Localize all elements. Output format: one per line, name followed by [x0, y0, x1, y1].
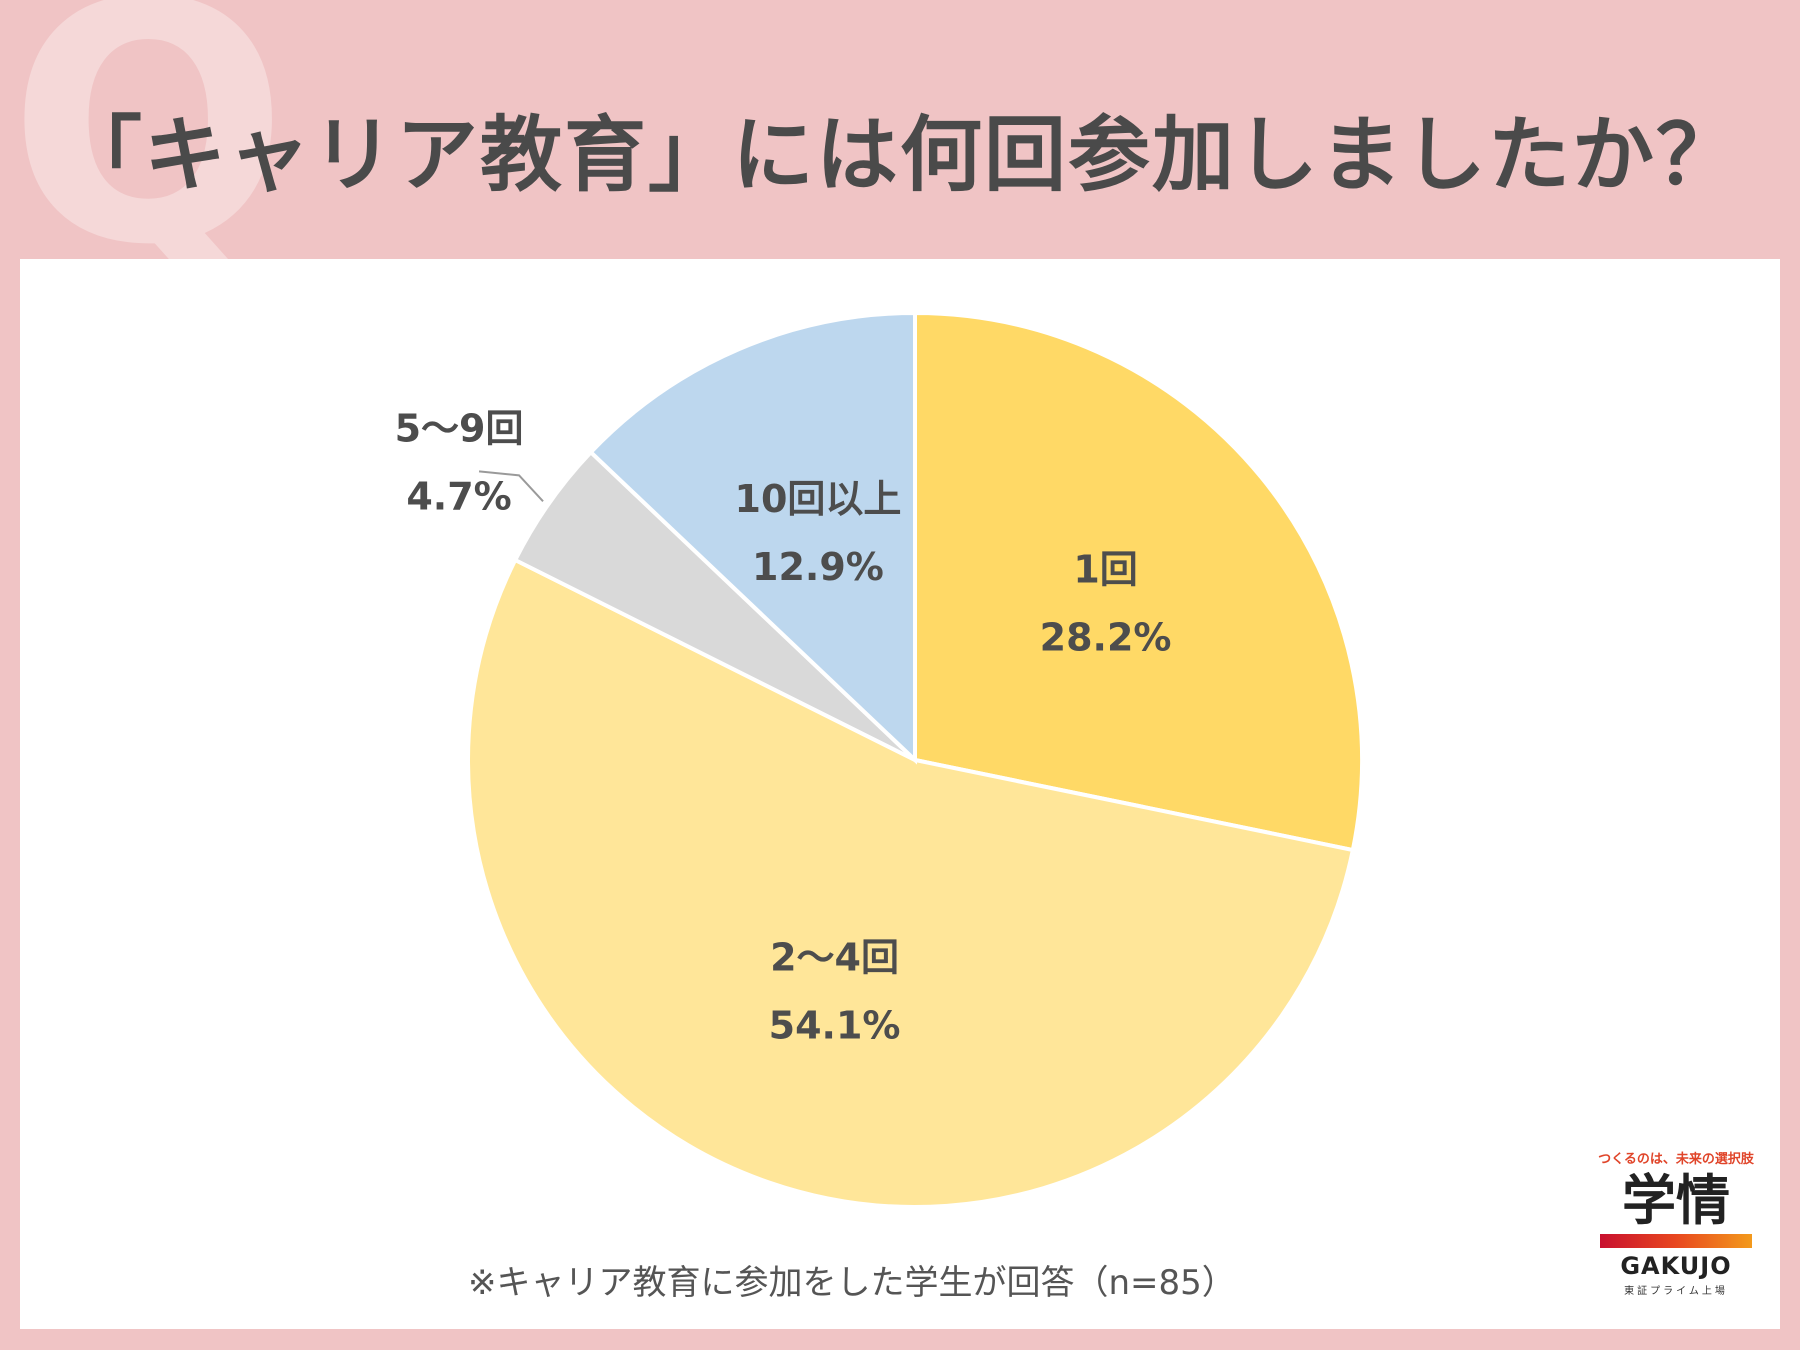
slice-value-label-4: 12.9%: [752, 545, 884, 589]
brand-logo-text: 学情: [1622, 1169, 1730, 1232]
slice-category-label-3: 5〜9回: [395, 406, 524, 450]
slice-value-label-2: 54.1%: [769, 1003, 901, 1047]
pie-slice-1: [913, 310, 1364, 853]
slice-category-label-2: 2〜4回: [770, 935, 899, 979]
brand-bar: [1600, 1233, 1752, 1248]
slice-value-label-3: 4.7%: [406, 474, 511, 518]
brand-subtitle: 東証プライム上場: [1624, 1285, 1728, 1297]
slice-value-label-1: 28.2%: [1040, 616, 1172, 660]
pie-slice-4: [588, 310, 917, 765]
slice-category-label-4: 10回以上: [735, 477, 902, 521]
brand-tagline: つくるのは、未来の選択肢: [1598, 1152, 1754, 1167]
page-title: 「キャリア教育」には何回参加しましたか？: [59, 108, 1740, 203]
respondent-note: ※キャリア教育に参加をした学生が回答（n=85）: [468, 1263, 1236, 1303]
q-watermark: Q: [8, 0, 289, 317]
leader-line-3: [478, 470, 544, 503]
pie-slice-2: [466, 557, 1356, 1209]
brand-name: GAKUJO: [1620, 1251, 1732, 1280]
slice-category-label-1: 1回: [1073, 548, 1137, 592]
gakujo-logo: つくるのは、未来の選択肢 学情 GAKUJO 東証プライム上場: [1588, 1148, 1764, 1297]
